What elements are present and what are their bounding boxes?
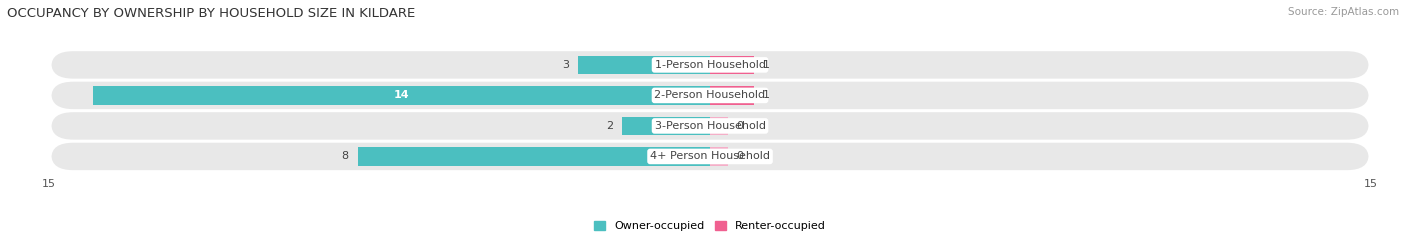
Text: 3-Person Household: 3-Person Household bbox=[655, 121, 765, 131]
Text: Source: ZipAtlas.com: Source: ZipAtlas.com bbox=[1288, 7, 1399, 17]
FancyBboxPatch shape bbox=[52, 112, 1368, 140]
Text: 8: 8 bbox=[342, 151, 349, 161]
FancyBboxPatch shape bbox=[52, 51, 1368, 79]
Text: 1-Person Household: 1-Person Household bbox=[655, 60, 765, 70]
Text: 1: 1 bbox=[763, 90, 770, 100]
Bar bbox=[621, 117, 710, 135]
FancyBboxPatch shape bbox=[52, 82, 1368, 109]
Text: 2: 2 bbox=[606, 121, 613, 131]
Bar bbox=[710, 117, 728, 135]
Text: 0: 0 bbox=[737, 151, 744, 161]
Text: 0: 0 bbox=[737, 121, 744, 131]
Bar bbox=[710, 86, 754, 105]
Bar bbox=[357, 147, 710, 166]
FancyBboxPatch shape bbox=[52, 143, 1368, 170]
Bar bbox=[93, 86, 710, 105]
Text: 3: 3 bbox=[562, 60, 569, 70]
Text: 2-Person Household: 2-Person Household bbox=[654, 90, 766, 100]
Text: OCCUPANCY BY OWNERSHIP BY HOUSEHOLD SIZE IN KILDARE: OCCUPANCY BY OWNERSHIP BY HOUSEHOLD SIZE… bbox=[7, 7, 415, 20]
Bar bbox=[710, 147, 728, 166]
Bar bbox=[578, 56, 710, 74]
Text: 1: 1 bbox=[763, 60, 770, 70]
Text: 4+ Person Household: 4+ Person Household bbox=[650, 151, 770, 161]
Text: 14: 14 bbox=[394, 90, 409, 100]
Legend: Owner-occupied, Renter-occupied: Owner-occupied, Renter-occupied bbox=[589, 217, 831, 233]
Bar bbox=[710, 56, 754, 74]
